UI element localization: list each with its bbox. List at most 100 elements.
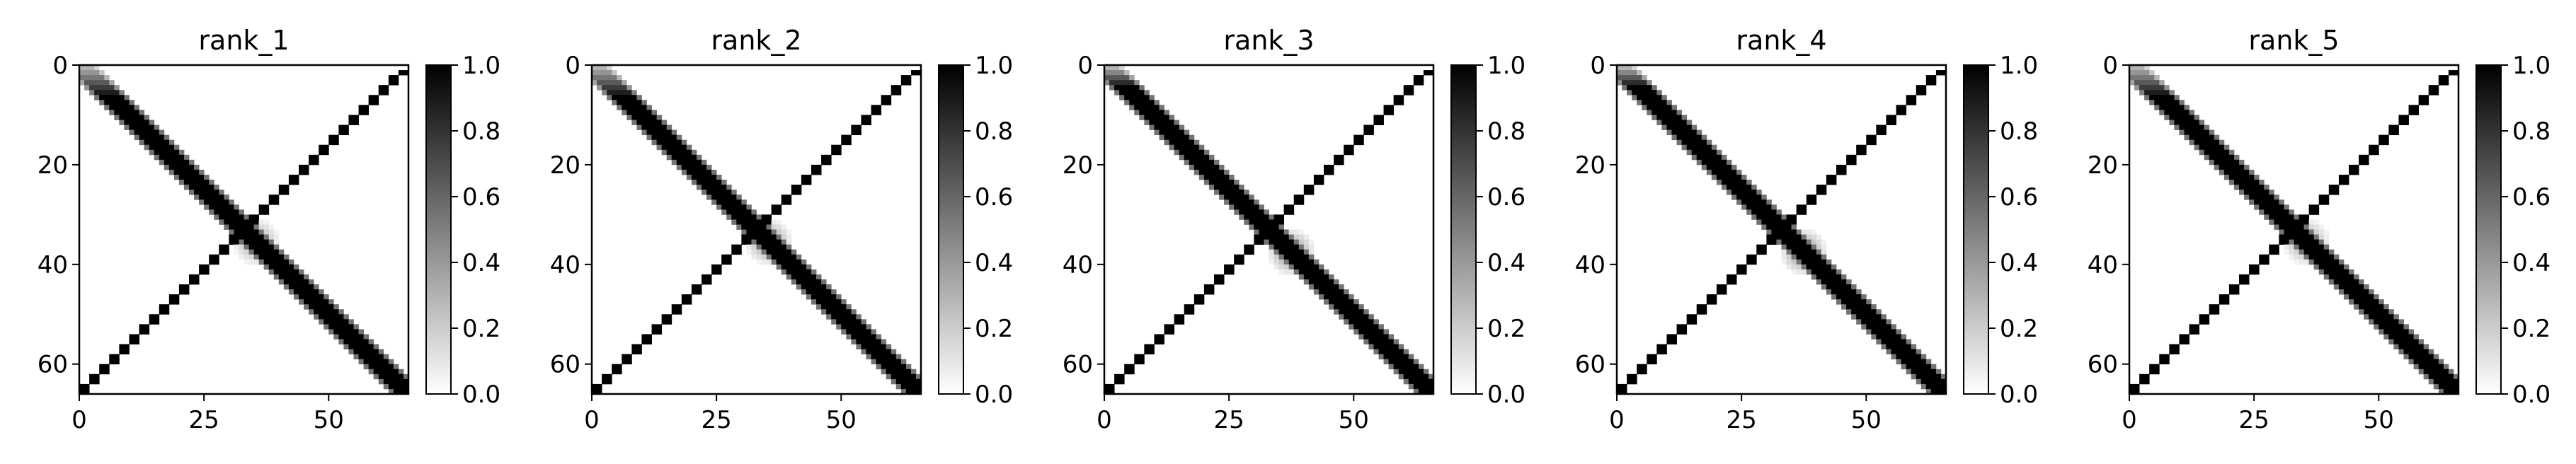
heatmap-cell [1791,259,1797,265]
heatmap-cell [84,65,90,71]
heatmap-cell [173,294,180,300]
heatmap-cell [1666,334,1672,340]
heatmap-cell [1731,180,1737,185]
heatmap-cell [706,190,712,195]
heatmap-cell [736,199,742,205]
heatmap-cell [1806,244,1812,250]
heatmap-cell [1373,120,1379,125]
heatmap-cell [114,354,120,360]
heatmap-cell [1358,319,1364,325]
heatmap-cell [702,279,707,285]
heatmap-cell [373,364,379,370]
heatmap-cell [1916,359,1922,365]
heatmap-cell [756,224,762,230]
heatmap-cell [1339,309,1344,315]
heatmap-cell [602,85,607,91]
heatmap-cell [2233,180,2240,185]
heatmap-cell [1721,159,1727,166]
heatmap-cell [1781,214,1787,220]
heatmap-cell [1891,329,1896,335]
heatmap-cell [1144,120,1150,125]
heatmap-cell [1831,180,1837,185]
heatmap-cell [2313,204,2320,210]
heatmap-cell [597,75,602,81]
heatmap-cell [871,344,876,349]
heatmap-cell [1339,294,1344,300]
heatmap-cell [328,304,334,310]
heatmap-cell [398,369,404,375]
heatmap-cell [1696,129,1702,136]
heatmap-cell [2249,175,2255,180]
heatmap-cell [1334,154,1339,161]
heatmap-cell [2428,354,2434,360]
heatmap-cell [2249,269,2255,275]
heatmap-cell [1756,249,1762,255]
heatmap-cell [891,359,897,365]
heatmap-cell [592,70,597,76]
heatmap-cell [388,364,394,370]
heatmap-cell [248,244,254,250]
heatmap-cell [1686,124,1693,130]
heatmap-cell [1358,334,1364,340]
heatmap-cell [2299,234,2304,240]
heatmap-cell [766,229,772,235]
heatmap-cell [721,180,727,185]
heatmap-cell [338,339,344,344]
heatmap-cell [726,190,732,195]
heatmap-cell [761,254,767,260]
heatmap-cell [1244,219,1249,225]
heatmap-cell [746,209,752,215]
heatmap-cell [194,180,200,185]
heatmap-cell [626,359,632,365]
heatmap-cell [891,364,897,370]
heatmap-cell [761,244,767,250]
heatmap-cell [299,164,304,170]
heatmap-cell [1144,100,1150,105]
heatmap-cell [1881,334,1887,340]
heatmap-cell [338,129,344,136]
heatmap-cell [1129,369,1135,375]
heatmap-cell [2303,234,2310,240]
heatmap-cell [2244,195,2250,200]
heatmap-cell [1786,234,1792,240]
heatmap-cell [2284,209,2289,215]
heatmap-cell [383,369,389,375]
heatmap-cell [1681,144,1688,151]
heatmap-cell [721,254,727,260]
heatmap-cell [626,110,632,115]
heatmap-cell [2214,154,2220,161]
heatmap-cell [721,204,727,210]
heatmap-cell [114,105,120,110]
heatmap-cell [771,229,777,235]
heatmap-cell [1671,124,1677,130]
heatmap-cell [1701,144,1707,151]
heatmap-cell [104,95,110,100]
heatmap-cell [189,190,195,195]
heatmap-cell [1637,364,1642,370]
heatmap-cell [1647,80,1652,86]
colorbar-tick-label: 0.8 [2000,117,2038,146]
heatmap-cell [622,90,627,95]
heatmap-cell [253,219,260,225]
heatmap-cell [1896,329,1901,335]
heatmap-cell [1891,344,1896,349]
heatmap-cell [2289,249,2294,255]
heatmap-cell [2164,85,2170,91]
heatmap-cell [1751,204,1757,210]
heatmap-cell [776,224,782,230]
heatmap-cell [1896,359,1901,365]
heatmap-cell [2233,169,2240,175]
heatmap-cell [1214,159,1220,166]
heatmap-cell [1801,269,1807,275]
heatmap-cell [791,274,797,280]
heatmap-cell [273,249,280,255]
heatmap-cell [1901,110,1907,115]
heatmap-cell [1756,195,1762,200]
heatmap-cell [2323,264,2330,270]
heatmap-cell [1174,314,1180,320]
y-tick-label: 0 [2102,52,2118,80]
heatmap-cell [2294,244,2299,250]
heatmap-cell [79,65,85,71]
heatmap-cell [288,180,294,185]
heatmap-cell [776,219,782,225]
